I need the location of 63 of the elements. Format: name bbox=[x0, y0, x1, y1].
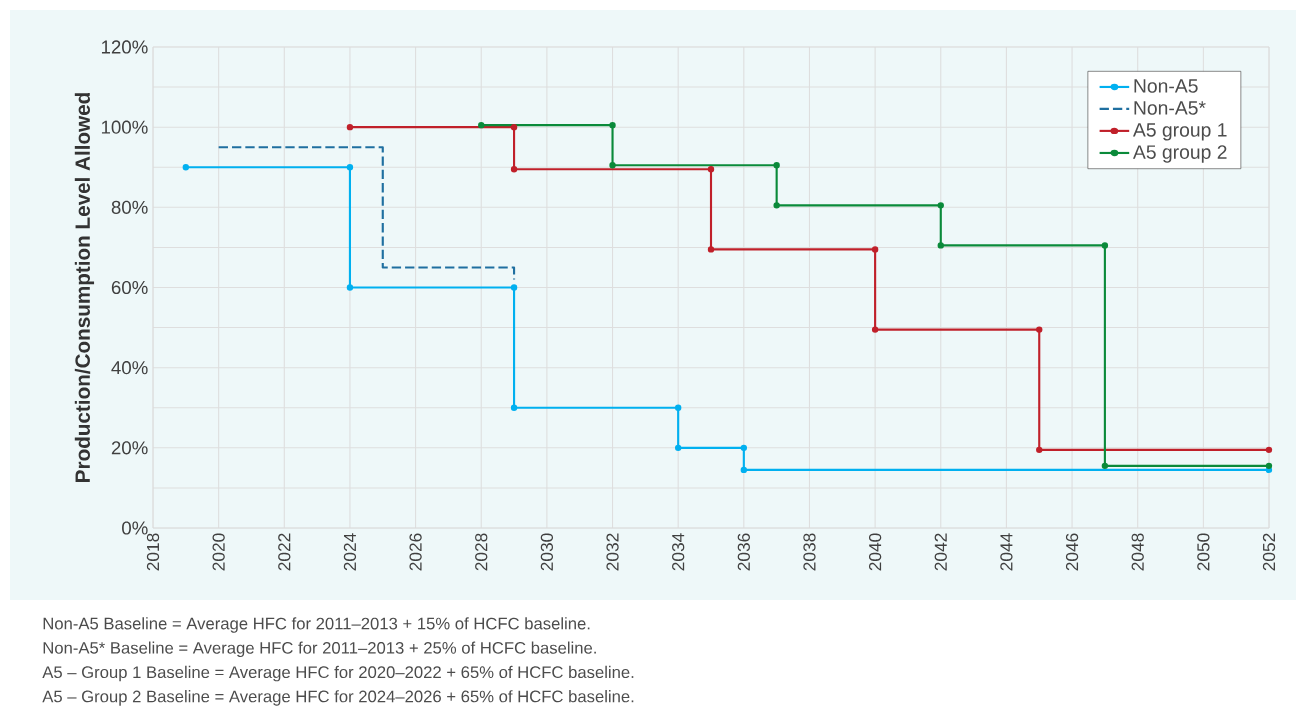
y-tick-label: 100% bbox=[101, 120, 148, 134]
point bbox=[674, 404, 682, 411]
x-tick-label: 2050 bbox=[1197, 533, 1210, 571]
text: A5 – Group 1 Baseline = Average HFC for 2020–2022 + 65% of HCFC baseline. bbox=[42, 665, 634, 682]
point bbox=[510, 123, 518, 131]
y-axis-title: Production/Consumption Level Allowed bbox=[74, 93, 95, 482]
point bbox=[773, 202, 780, 209]
x-tick-label: 2028 bbox=[475, 533, 488, 571]
point bbox=[1265, 462, 1273, 470]
x-tick-label: 2020 bbox=[212, 533, 225, 571]
x-tick-label: 2038 bbox=[803, 533, 816, 571]
text: Non-A5* Baseline = Average HFC for 2011–2013 + 25% of HCFC baseline. bbox=[43, 641, 596, 658]
y-tick-label: 20% bbox=[111, 441, 148, 455]
x-tick-label: 2042 bbox=[934, 533, 947, 571]
point bbox=[740, 444, 748, 452]
legend-label: A5 group 1 bbox=[1132, 123, 1227, 141]
y-tick-label: 60% bbox=[111, 280, 148, 295]
point bbox=[1036, 326, 1043, 333]
point bbox=[871, 246, 879, 253]
point bbox=[478, 121, 485, 129]
point bbox=[1101, 242, 1109, 249]
point bbox=[1265, 446, 1273, 454]
x-tick-label: 2030 bbox=[540, 533, 554, 571]
point bbox=[707, 166, 715, 173]
x-tick-label: 2022 bbox=[278, 533, 291, 571]
y-tick-label: 120% bbox=[101, 40, 148, 54]
y-tick-label: 80% bbox=[111, 200, 148, 214]
x-tick-label: 2018 bbox=[146, 533, 160, 571]
point bbox=[609, 121, 616, 129]
point bbox=[510, 404, 518, 411]
legend-label: Non-A5 bbox=[1134, 79, 1198, 93]
x-tick-label: 2034 bbox=[672, 533, 685, 571]
text: A5 – Group 2 Baseline = Average HFC for 2024–2026 + 65% of HCFC baseline. bbox=[42, 690, 634, 706]
legend-label: Non-A5* bbox=[1134, 101, 1206, 115]
point bbox=[740, 466, 748, 474]
x-tick-label: 2044 bbox=[1000, 533, 1013, 571]
point bbox=[346, 123, 354, 131]
x-tick-label: 2032 bbox=[606, 533, 619, 571]
x-tick-label: 2048 bbox=[1131, 533, 1144, 571]
point bbox=[182, 164, 190, 171]
point bbox=[510, 166, 518, 173]
point bbox=[609, 162, 616, 169]
legend-label: A5 group 2 bbox=[1132, 145, 1227, 163]
point bbox=[674, 444, 682, 452]
y-tick-label: 0% bbox=[122, 521, 148, 535]
x-tick-label: 2026 bbox=[409, 533, 422, 571]
y-tick-label: 40% bbox=[111, 361, 148, 375]
x-tick-label: 2046 bbox=[1065, 533, 1079, 571]
x-tick-label: 2052 bbox=[1262, 533, 1276, 571]
point bbox=[937, 202, 944, 209]
text: Non-A5 Baseline = Average HFC for 2011–2013 + 15% of HCFC baseline. bbox=[43, 617, 590, 633]
point bbox=[1101, 462, 1109, 470]
point bbox=[773, 162, 780, 169]
point bbox=[346, 284, 354, 291]
point bbox=[1036, 446, 1043, 454]
point bbox=[871, 326, 879, 333]
point bbox=[510, 284, 518, 291]
x-tick-label: 2036 bbox=[737, 533, 750, 571]
x-tick-label: 2040 bbox=[868, 533, 882, 571]
point bbox=[937, 242, 944, 249]
point bbox=[707, 246, 715, 253]
point bbox=[346, 164, 354, 171]
x-tick-label: 2024 bbox=[343, 533, 357, 571]
